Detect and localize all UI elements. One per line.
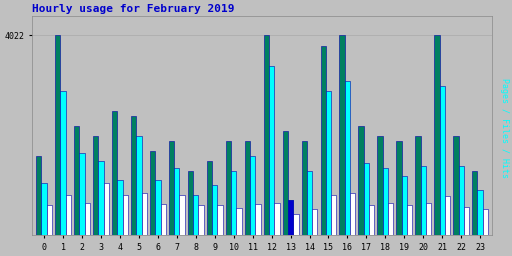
Bar xyxy=(331,195,336,235)
Bar xyxy=(169,141,174,235)
Bar xyxy=(199,205,204,235)
Bar xyxy=(426,203,431,235)
Bar xyxy=(66,195,71,235)
Bar xyxy=(358,126,364,235)
Bar xyxy=(472,170,478,235)
Bar xyxy=(188,170,193,235)
Bar xyxy=(302,141,307,235)
Bar xyxy=(117,180,122,235)
Bar xyxy=(79,153,84,235)
Bar xyxy=(212,185,218,235)
Bar xyxy=(155,180,161,235)
Bar xyxy=(103,183,109,235)
Bar xyxy=(274,203,280,235)
Text: Hourly usage for February 2019: Hourly usage for February 2019 xyxy=(32,4,234,14)
Bar xyxy=(396,141,402,235)
Bar xyxy=(434,35,440,235)
Bar xyxy=(459,166,464,235)
Bar xyxy=(345,81,350,235)
Bar xyxy=(377,136,382,235)
Bar xyxy=(36,156,41,235)
Bar xyxy=(136,136,142,235)
Bar xyxy=(93,136,98,235)
Bar xyxy=(483,209,488,235)
Bar xyxy=(402,176,407,235)
Bar xyxy=(293,214,298,235)
Bar xyxy=(478,190,483,235)
Bar xyxy=(174,168,180,235)
Bar xyxy=(122,195,128,235)
Bar xyxy=(226,141,231,235)
Text: Pages / Files / Hits: Pages / Files / Hits xyxy=(500,78,509,178)
Bar xyxy=(180,195,185,235)
Bar xyxy=(339,35,345,235)
Bar xyxy=(250,156,255,235)
Bar xyxy=(193,195,199,235)
Bar xyxy=(60,91,66,235)
Bar xyxy=(207,161,212,235)
Bar xyxy=(312,209,317,235)
Bar xyxy=(98,161,103,235)
Bar xyxy=(369,205,374,235)
Bar xyxy=(364,163,369,235)
Bar xyxy=(47,205,52,235)
Bar xyxy=(41,183,47,235)
Bar xyxy=(388,203,393,235)
Bar xyxy=(150,151,155,235)
Bar xyxy=(161,204,166,235)
Bar xyxy=(264,35,269,235)
Bar xyxy=(269,66,274,235)
Bar xyxy=(440,86,445,235)
Bar xyxy=(288,200,293,235)
Bar xyxy=(407,205,412,235)
Bar xyxy=(421,166,426,235)
Bar xyxy=(382,168,388,235)
Bar xyxy=(237,208,242,235)
Bar xyxy=(350,193,355,235)
Bar xyxy=(307,170,312,235)
Bar xyxy=(245,141,250,235)
Bar xyxy=(464,207,469,235)
Bar xyxy=(326,91,331,235)
Bar xyxy=(74,126,79,235)
Bar xyxy=(142,193,147,235)
Bar xyxy=(231,170,237,235)
Bar xyxy=(283,131,288,235)
Bar xyxy=(218,205,223,235)
Bar xyxy=(321,46,326,235)
Bar xyxy=(415,136,421,235)
Bar xyxy=(131,116,136,235)
Bar xyxy=(445,196,450,235)
Bar xyxy=(84,203,90,235)
Bar xyxy=(55,35,60,235)
Bar xyxy=(255,204,261,235)
Bar xyxy=(112,111,117,235)
Bar xyxy=(288,200,293,235)
Bar xyxy=(453,136,459,235)
